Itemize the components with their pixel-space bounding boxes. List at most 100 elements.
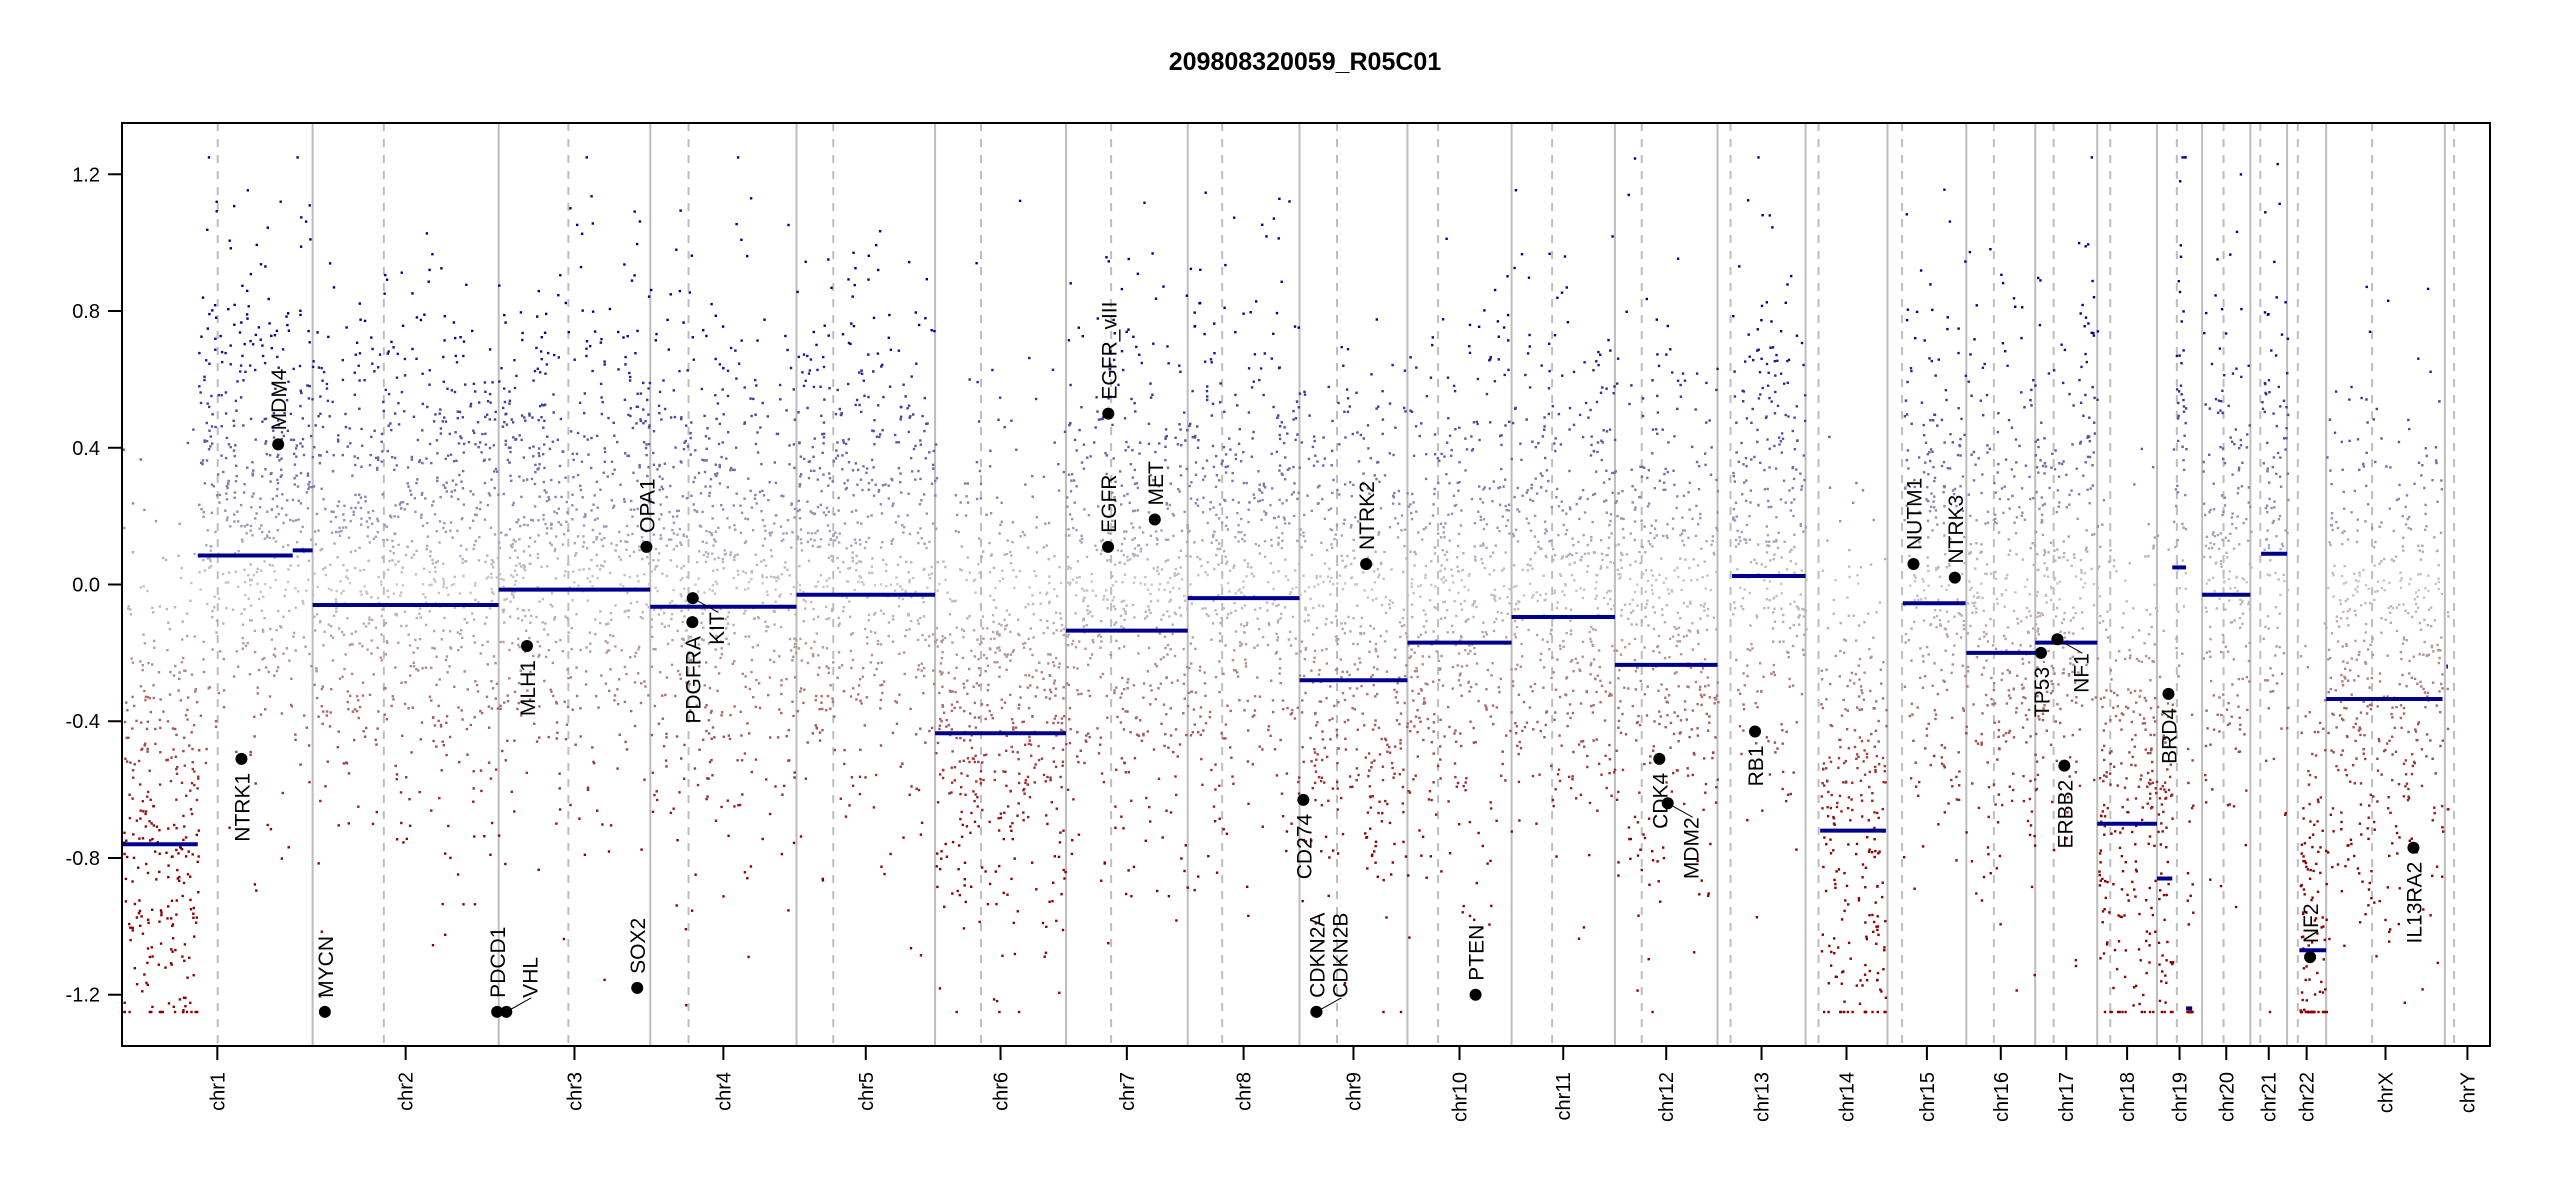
probe-point bbox=[1185, 467, 1189, 471]
probe-point bbox=[146, 795, 149, 798]
probe-point bbox=[1346, 670, 1349, 674]
probe-point bbox=[395, 778, 398, 781]
probe-point bbox=[826, 585, 829, 588]
probe-point bbox=[290, 705, 294, 708]
probe-point bbox=[988, 541, 991, 545]
probe-point bbox=[923, 396, 926, 400]
probe-point bbox=[1035, 888, 1038, 891]
probe-point bbox=[267, 530, 271, 533]
probe-point bbox=[847, 438, 850, 441]
probe-point bbox=[205, 459, 209, 462]
probe-point bbox=[358, 705, 362, 709]
probe-point bbox=[208, 686, 211, 689]
probe-point bbox=[318, 454, 321, 457]
probe-point bbox=[1169, 734, 1173, 737]
probe-point bbox=[196, 787, 199, 790]
probe-point bbox=[769, 736, 772, 739]
probe-point bbox=[994, 651, 997, 654]
probe-point bbox=[1164, 445, 1167, 448]
probe-point bbox=[683, 743, 686, 747]
probe-point bbox=[790, 649, 793, 652]
probe-point bbox=[571, 708, 574, 711]
probe-point bbox=[520, 565, 523, 568]
probe-point bbox=[628, 379, 632, 382]
probe-point bbox=[968, 667, 971, 671]
probe-point bbox=[1299, 528, 1302, 531]
probe-point bbox=[1029, 647, 1032, 651]
probe-point bbox=[959, 706, 962, 709]
probe-point bbox=[879, 609, 883, 612]
probe-point bbox=[165, 759, 168, 762]
probe-point bbox=[304, 220, 308, 223]
probe-point bbox=[1217, 517, 1221, 520]
probe-point bbox=[1121, 707, 1125, 711]
probe-point bbox=[340, 592, 343, 595]
probe-point bbox=[1229, 746, 1232, 749]
probe-point bbox=[538, 495, 541, 498]
probe-point bbox=[969, 831, 972, 834]
probe-point bbox=[538, 705, 541, 708]
probe-point bbox=[749, 397, 752, 400]
probe-point bbox=[769, 658, 772, 661]
probe-point bbox=[496, 556, 500, 560]
probe-point bbox=[729, 466, 733, 470]
probe-point bbox=[908, 260, 911, 264]
probe-point bbox=[490, 821, 494, 825]
probe-point bbox=[514, 579, 517, 583]
probe-point bbox=[208, 362, 211, 365]
probe-point bbox=[1270, 452, 1273, 456]
probe-point bbox=[127, 607, 130, 611]
probe-point bbox=[714, 580, 717, 583]
probe-point bbox=[131, 502, 135, 505]
probe-point bbox=[1131, 449, 1134, 452]
probe-point bbox=[342, 564, 345, 567]
probe-point bbox=[1047, 558, 1050, 561]
probe-point bbox=[842, 439, 845, 442]
probe-point bbox=[1133, 547, 1137, 550]
probe-point bbox=[842, 560, 845, 564]
probe-point bbox=[815, 632, 818, 635]
probe-point bbox=[1147, 442, 1151, 445]
probe-point bbox=[484, 560, 487, 564]
probe-point bbox=[923, 567, 926, 571]
probe-point bbox=[642, 422, 645, 425]
probe-point bbox=[474, 680, 477, 683]
probe-point bbox=[159, 909, 163, 912]
probe-point bbox=[1283, 441, 1286, 445]
probe-point bbox=[1094, 426, 1097, 429]
probe-point bbox=[224, 412, 228, 415]
probe-point bbox=[959, 817, 962, 821]
probe-point bbox=[424, 497, 427, 500]
probe-point bbox=[374, 626, 378, 629]
probe-point bbox=[737, 362, 741, 365]
probe-point bbox=[132, 833, 135, 836]
probe-point bbox=[466, 753, 469, 756]
probe-point bbox=[575, 552, 578, 555]
probe-point bbox=[1086, 456, 1089, 459]
probe-point bbox=[504, 759, 507, 762]
probe-point bbox=[401, 566, 404, 569]
probe-point bbox=[912, 413, 915, 416]
probe-point bbox=[189, 908, 193, 911]
probe-point bbox=[307, 559, 311, 563]
probe-point bbox=[1193, 436, 1197, 439]
probe-point bbox=[258, 506, 262, 509]
probe-point bbox=[360, 593, 363, 596]
probe-point bbox=[870, 514, 873, 517]
probe-point bbox=[932, 449, 936, 453]
probe-point bbox=[227, 479, 230, 483]
probe-point bbox=[277, 609, 280, 613]
probe-point bbox=[860, 522, 863, 525]
probe-point bbox=[717, 672, 721, 675]
probe-point bbox=[211, 309, 214, 312]
probe-point bbox=[966, 556, 970, 559]
probe-point bbox=[739, 504, 742, 507]
probe-point bbox=[804, 379, 807, 382]
probe-point bbox=[405, 776, 408, 779]
probe-point bbox=[705, 334, 708, 338]
probe-point bbox=[1175, 919, 1178, 922]
probe-point bbox=[371, 822, 375, 826]
probe-point bbox=[391, 695, 394, 698]
probe-point bbox=[222, 706, 226, 709]
probe-point bbox=[996, 661, 999, 664]
